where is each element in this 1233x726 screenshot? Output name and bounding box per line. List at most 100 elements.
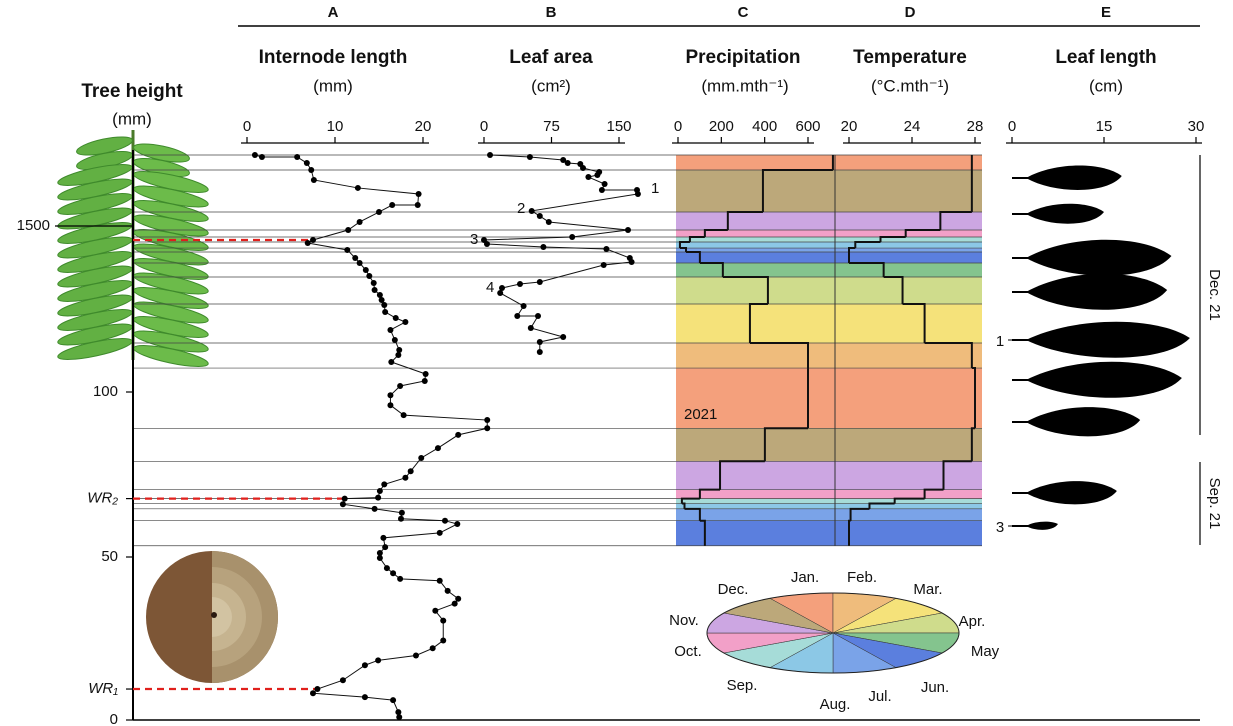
x-tick-label: 30 bbox=[1188, 118, 1205, 135]
period-label: Sep. 21 bbox=[1206, 478, 1223, 530]
y-tick-label: 1500 bbox=[17, 217, 50, 234]
legend-label: Jun. bbox=[921, 679, 949, 696]
data-point bbox=[528, 207, 535, 214]
month-band bbox=[676, 154, 982, 171]
data-point bbox=[517, 280, 523, 287]
step-line bbox=[680, 497, 700, 504]
data-point bbox=[303, 160, 310, 167]
data-point bbox=[376, 554, 383, 561]
legend-label: Mar. bbox=[913, 581, 942, 598]
legend-label: Apr. bbox=[959, 613, 986, 630]
data-point bbox=[526, 153, 533, 160]
data-point bbox=[535, 312, 541, 319]
step-line bbox=[848, 247, 856, 252]
step-line bbox=[849, 507, 870, 521]
y-tick-label: 50 bbox=[101, 548, 118, 565]
month-band bbox=[676, 248, 982, 252]
month-band bbox=[676, 242, 982, 249]
month-band bbox=[676, 304, 982, 344]
step-line bbox=[924, 342, 973, 369]
panel-letter: A bbox=[328, 4, 339, 21]
month-band bbox=[676, 276, 982, 305]
month-band bbox=[676, 251, 982, 263]
leaf bbox=[1026, 521, 1058, 530]
data-point bbox=[376, 488, 383, 494]
panel-letter: C bbox=[738, 4, 749, 21]
data-point bbox=[341, 495, 348, 502]
step-line bbox=[879, 236, 906, 243]
data-point bbox=[442, 517, 448, 524]
month-band bbox=[676, 508, 982, 521]
legend-label: May bbox=[971, 643, 1000, 660]
data-point bbox=[381, 301, 388, 308]
data-point bbox=[376, 550, 383, 557]
data-point bbox=[390, 570, 397, 577]
data-point bbox=[564, 160, 571, 167]
data-point bbox=[497, 289, 504, 296]
y-tick-label: WR₂ bbox=[87, 490, 118, 507]
data-line bbox=[254, 154, 488, 718]
panel-title: Internode length bbox=[259, 47, 408, 68]
data-point bbox=[536, 278, 543, 285]
data-point bbox=[395, 352, 402, 359]
legend-label: Jul. bbox=[868, 688, 891, 705]
data-point bbox=[414, 202, 421, 209]
data-point bbox=[536, 349, 543, 356]
month-band bbox=[676, 428, 982, 462]
data-point bbox=[396, 347, 403, 354]
data-point bbox=[415, 190, 422, 197]
wood-pith bbox=[211, 612, 217, 618]
data-point bbox=[483, 241, 490, 248]
data-point bbox=[600, 262, 607, 269]
data-point bbox=[451, 600, 458, 607]
data-point bbox=[382, 544, 389, 551]
step-line bbox=[698, 488, 721, 499]
data-point bbox=[536, 213, 543, 220]
data-point bbox=[392, 315, 399, 322]
data-point bbox=[388, 359, 395, 366]
data-point bbox=[455, 431, 462, 438]
data-point bbox=[361, 662, 368, 669]
panel-letter: E bbox=[1101, 4, 1111, 21]
panel-letter: D bbox=[905, 4, 916, 21]
step-line bbox=[849, 261, 885, 277]
annotation: 3 bbox=[996, 519, 1004, 536]
x-tick-label: 10 bbox=[327, 118, 344, 135]
period-label: Dec. 21 bbox=[1206, 269, 1223, 321]
data-point bbox=[585, 174, 592, 181]
data-point bbox=[310, 690, 316, 697]
annotation: 3 bbox=[470, 231, 478, 248]
data-point bbox=[308, 167, 315, 174]
step-line bbox=[684, 507, 701, 521]
data-point bbox=[436, 577, 443, 584]
x-tick-label: 0 bbox=[674, 118, 682, 135]
data-point bbox=[361, 694, 368, 701]
leaf bbox=[1026, 321, 1190, 358]
data-point bbox=[397, 575, 404, 582]
data-point bbox=[304, 239, 311, 246]
data-point bbox=[455, 595, 462, 602]
data-point bbox=[251, 151, 258, 158]
month-band bbox=[676, 503, 982, 509]
data-point bbox=[603, 246, 610, 253]
data-point bbox=[527, 324, 534, 331]
data-point bbox=[402, 319, 409, 326]
data-point bbox=[366, 273, 373, 280]
x-tick-label: 400 bbox=[752, 118, 777, 135]
step-line bbox=[679, 247, 688, 252]
annotation: 2 bbox=[517, 200, 525, 217]
annotation: 4 bbox=[486, 279, 494, 296]
data-point bbox=[429, 645, 436, 652]
step-line bbox=[970, 427, 975, 462]
step-line bbox=[942, 460, 972, 490]
data-point bbox=[396, 714, 403, 721]
step-line bbox=[939, 211, 972, 231]
legend-label: Dec. bbox=[718, 581, 749, 598]
data-point bbox=[598, 186, 605, 193]
data-point bbox=[294, 153, 301, 160]
month-band bbox=[676, 230, 982, 238]
panel-unit: (cm) bbox=[1089, 76, 1123, 95]
data-point bbox=[545, 218, 552, 225]
x-tick-label: 0 bbox=[480, 118, 488, 135]
